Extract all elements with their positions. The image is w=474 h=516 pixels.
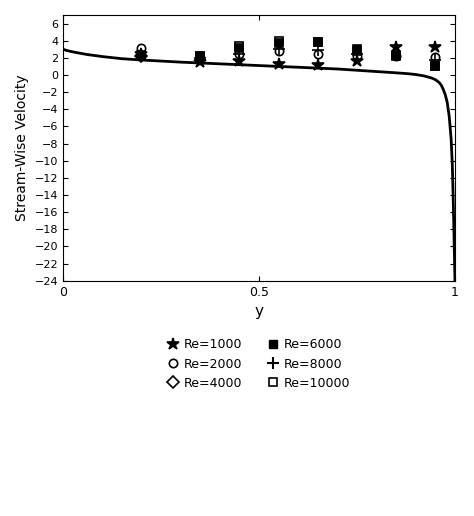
X-axis label: y: y bbox=[255, 304, 264, 319]
Legend: Re=1000, Re=2000, Re=4000, Re=6000, Re=8000, Re=10000: Re=1000, Re=2000, Re=4000, Re=6000, Re=8… bbox=[162, 332, 356, 396]
Y-axis label: Stream-Wise Velocity: Stream-Wise Velocity bbox=[15, 74, 29, 221]
